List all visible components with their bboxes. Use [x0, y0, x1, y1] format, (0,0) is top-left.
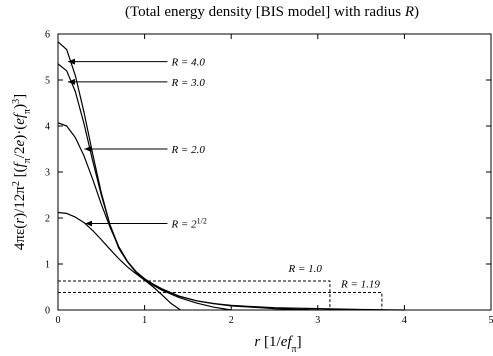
- annotation-label: R = 4.0: [170, 57, 205, 69]
- dashed-box: [58, 280, 331, 310]
- annotations: R = 4.0 R = 3.0 R = 2.0 R = 21/2: [67, 57, 207, 231]
- x-tick-label: 5: [489, 315, 493, 326]
- y-tick-label: 0: [45, 306, 50, 317]
- svg-text:r [1/efπ]: r [1/efπ]: [254, 334, 301, 355]
- series-line: [57, 122, 232, 311]
- x-tick-label: 3: [315, 315, 320, 326]
- y-tick-label: 5: [45, 76, 50, 87]
- y-tick-label: 6: [45, 30, 50, 41]
- series-line: [57, 211, 181, 311]
- series-curves: [57, 41, 405, 311]
- plot-frame: [57, 33, 492, 311]
- axis-ticks: 0 1 2 3 4 5 0 1 2 3 4 5 6: [45, 30, 493, 327]
- x-axis-title: r [1/efπ]: [254, 334, 301, 355]
- dashed-box-label: R = 1.0: [288, 263, 323, 275]
- annotation-label: R = 2.0: [170, 144, 205, 156]
- annotation-label: R = 21/2: [170, 216, 206, 231]
- y-axis-title: 4πε(r)/12π2 [(fπ/2e)·(efπ)3]: [11, 94, 33, 250]
- x-tick-label: 0: [56, 315, 61, 326]
- x-tick-label: 4: [402, 315, 407, 326]
- dashed-box-label: R = 1.19: [340, 279, 380, 291]
- y-tick-label: 3: [45, 168, 50, 179]
- chart-title: (Total energy density [BIS model] with r…: [125, 4, 419, 20]
- y-tick-label: 2: [45, 214, 50, 225]
- series-line: [57, 63, 318, 311]
- dashed-box: [58, 292, 383, 310]
- x-tick-label: 2: [229, 315, 234, 326]
- dashed-boxes: R = 1.0 R = 1.19: [58, 263, 383, 310]
- annotation-label: R = 3.0: [170, 77, 205, 89]
- y-tick-label: 1: [45, 260, 50, 271]
- svg-text:4πε(r)/12π2 [(fπ/2e)·(efπ)3]: 4πε(r)/12π2 [(fπ/2e)·(efπ)3]: [11, 94, 33, 250]
- x-tick-label: 1: [142, 315, 147, 326]
- y-tick-label: 4: [45, 122, 50, 133]
